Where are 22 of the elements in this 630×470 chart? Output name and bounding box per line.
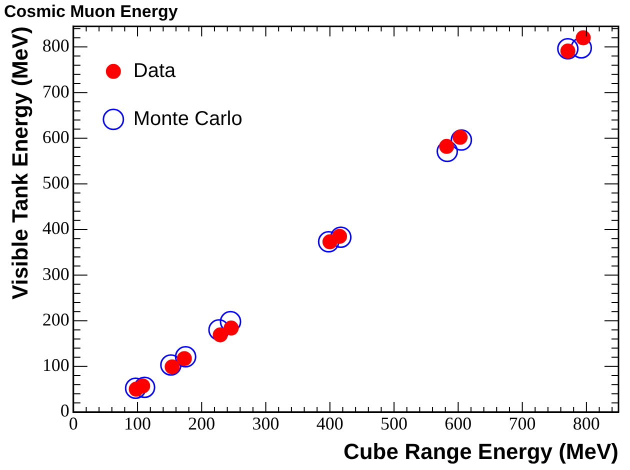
- x-axis-title: Cube Range Energy (MeV): [343, 438, 618, 464]
- legend-label: Monte Carlo: [133, 108, 242, 130]
- x-tick-label: 100: [124, 414, 152, 434]
- x-tick-label: 500: [380, 414, 408, 434]
- y-tick-label: 800: [42, 36, 70, 56]
- y-axis-title: Visible Tank Energy (MeV): [7, 26, 32, 300]
- x-tick-label: 700: [508, 414, 536, 434]
- x-tick-label: 300: [252, 414, 280, 434]
- x-tick-label: 400: [316, 414, 344, 434]
- y-tick-label: 200: [42, 309, 70, 330]
- y-tick-label: 400: [42, 218, 70, 238]
- chart-title: Cosmic Muon Energy: [4, 2, 178, 21]
- y-tick-label: 500: [42, 172, 70, 193]
- y-tick-label: 100: [42, 355, 70, 376]
- x-tick-label: 600: [444, 414, 472, 434]
- y-tick-label: 300: [42, 264, 70, 284]
- y-tick-label: 700: [42, 81, 70, 102]
- y-tick-label: 600: [42, 126, 70, 147]
- x-tick-label: 200: [188, 414, 216, 434]
- y-tick-label: 0: [60, 400, 70, 421]
- legend-label: Data: [133, 60, 177, 82]
- x-tick-label: 800: [572, 414, 600, 434]
